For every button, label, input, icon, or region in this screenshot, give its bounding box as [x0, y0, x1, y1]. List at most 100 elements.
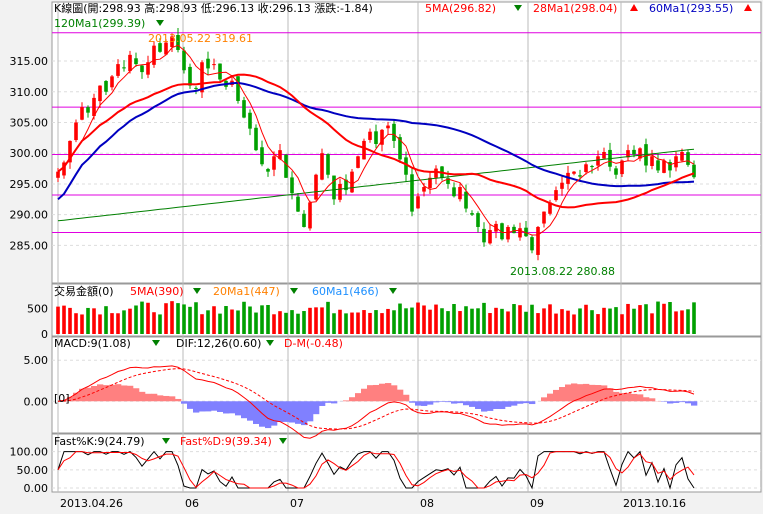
candle-body: [554, 190, 558, 201]
volume-bar: [92, 308, 96, 334]
macd-bar: [121, 385, 128, 402]
macd-bar: [397, 389, 404, 402]
macd-bar: [469, 401, 476, 407]
candle-body: [170, 36, 174, 48]
volume-bar: [128, 308, 132, 334]
candle-body: [518, 228, 522, 238]
volume-bar: [302, 311, 306, 334]
candle-body: [506, 226, 510, 240]
macd-bar: [601, 385, 608, 402]
candle-body: [284, 154, 288, 178]
macd-bar: [151, 393, 158, 402]
macd-bar: [553, 389, 560, 402]
volume-ma5: 5MA(390): [130, 285, 184, 298]
volume-bar: [656, 301, 660, 334]
candle-body: [560, 182, 564, 189]
macd-bar: [235, 401, 242, 416]
macd-bar: [445, 401, 452, 403]
candle-body: [296, 196, 300, 212]
candle-body: [110, 76, 114, 88]
candle-body: [344, 179, 348, 191]
macd-bar: [409, 401, 416, 403]
macd-panel: [51, 336, 762, 434]
price-tick-label: 285.00: [10, 239, 49, 252]
candle-body: [548, 202, 552, 214]
candle-body: [332, 175, 336, 200]
candle-body: [302, 213, 306, 227]
candle-body: [200, 62, 204, 93]
candle-body: [236, 76, 240, 101]
volume-bar: [416, 302, 420, 334]
volume-bar: [452, 304, 456, 334]
volume-bar: [404, 308, 408, 334]
macd-bar: [385, 383, 392, 402]
candle-body: [452, 187, 456, 197]
macd-bar: [679, 401, 686, 403]
volume-bar: [632, 308, 636, 334]
macd-bar: [343, 400, 350, 402]
candle-body: [134, 58, 138, 65]
macd-bar: [355, 393, 362, 402]
macd-bar: [475, 401, 482, 409]
candle-body: [482, 228, 486, 243]
candle-body: [602, 151, 606, 159]
macd-bar: [247, 401, 254, 421]
macd-bar: [415, 401, 422, 406]
candle-body: [536, 226, 540, 255]
candle-body: [128, 54, 132, 72]
candle-body: [62, 162, 66, 176]
x-tick-label: 06: [185, 497, 199, 510]
volume-bar: [308, 307, 312, 334]
price-tick-label: 300.00: [10, 147, 49, 160]
volume-bar: [290, 310, 294, 334]
volume-bar: [326, 301, 330, 334]
volume-bar: [674, 311, 678, 334]
candle-body: [164, 42, 168, 55]
candle-body: [416, 196, 420, 209]
volume-bar: [104, 306, 108, 334]
macd-bar: [625, 392, 632, 402]
candle-body: [278, 150, 282, 159]
macd-bar: [571, 383, 578, 402]
volume-bar: [590, 310, 594, 334]
macd-bar: [73, 392, 80, 402]
down-arrow-icon: [514, 5, 522, 11]
volume-bar: [530, 304, 534, 334]
volume-bar: [338, 309, 342, 334]
candle-body: [374, 131, 378, 144]
volume-bar: [116, 313, 120, 334]
macd-bar: [691, 401, 698, 406]
volume-bar: [206, 310, 210, 334]
candle-body: [614, 168, 618, 175]
macd-bar: [673, 401, 680, 403]
volume-bar: [542, 308, 546, 334]
macd-bar: [421, 401, 428, 406]
macd-bar: [205, 401, 212, 412]
macd-bar: [667, 401, 674, 404]
volume-bar: [386, 308, 390, 334]
macd-bar: [649, 398, 656, 402]
macd-bar: [241, 401, 248, 419]
dm-line: [57, 368, 695, 430]
volume-bar: [500, 308, 504, 334]
candle-body: [650, 156, 654, 167]
macd-bar: [583, 383, 590, 402]
volume-bar: [296, 313, 300, 334]
macd-bar: [157, 395, 164, 402]
volume-bar: [86, 307, 90, 334]
down-arrow-icon: [266, 340, 274, 346]
macd-bar: [523, 401, 530, 404]
candle-body: [368, 131, 372, 140]
volume-bar: [320, 307, 324, 334]
macd-bar: [541, 397, 548, 402]
price-tick-label: 305.00: [10, 116, 49, 129]
high-annotation: 2013.05.22 319.61: [148, 32, 253, 45]
macd-bar: [169, 396, 176, 402]
volume-bar: [554, 313, 558, 334]
candle-body: [590, 166, 594, 168]
macd-bar: [301, 401, 308, 426]
macd-bar: [463, 401, 470, 406]
candle-body: [458, 187, 462, 200]
candle-body: [146, 62, 150, 75]
volume-bar: [152, 312, 156, 334]
